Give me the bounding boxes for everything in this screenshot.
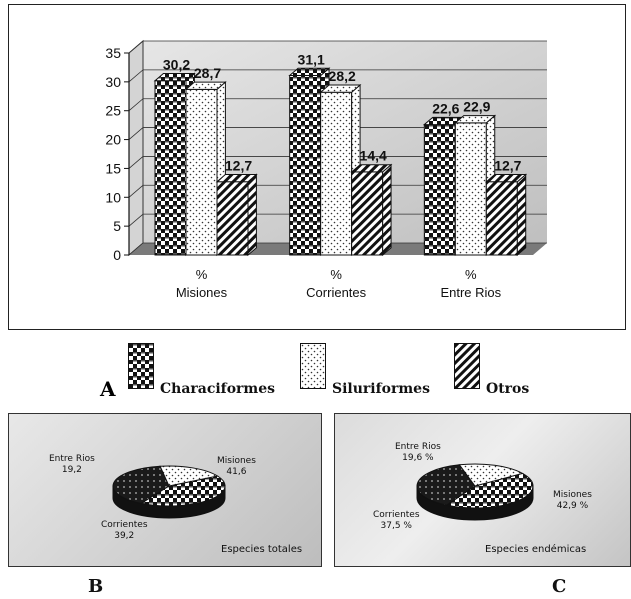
y-tick-label: 0 [113,247,121,263]
pie-slice [112,465,170,504]
bar-value-label: 22,6 [432,100,459,116]
pie-slice [139,475,226,507]
figure-tag-b: B [88,576,104,597]
bar-front [351,171,384,256]
pie-slice [159,465,219,487]
gridline [128,242,547,256]
bar-front [423,124,456,256]
pie-title-endemicas: Especies endémicas [485,544,587,555]
y-tick-label: 20 [105,132,121,148]
bar-top [484,174,528,183]
x-tick-label: Entre Rios [440,285,501,300]
pie-title-totales: Especies totales [221,544,303,555]
bar-front [320,91,353,256]
bar-value-label: 12,7 [225,158,252,174]
legend-label-characiformes: Characiformes [160,381,276,397]
y-tick-label: 15 [105,160,121,176]
bar-front [216,181,249,256]
pie-chart-endemicas [416,463,534,521]
pie-label-entre-rios: Entre Rios 19,6 % [395,442,441,463]
pie-label-corrientes: Corrientes 39,2 [101,520,148,541]
bar-value-label: 31,1 [298,51,325,67]
bar-front [185,88,218,256]
bar-value-label: 28,7 [194,65,221,81]
pie-slice [458,463,524,487]
y-tick-label: 30 [105,74,121,90]
bar-front [289,75,322,256]
bar-side [382,163,392,257]
gridline [128,213,547,227]
x-tick-label: % [330,267,342,282]
gridline [128,40,547,54]
side-wall [128,39,144,257]
pie-chart-totales [112,465,226,519]
bar-value-label: 12,7 [494,158,521,174]
bar-top [288,67,331,77]
bar-chart: 0510152025303530,228,712,7%Misiones31,12… [105,39,547,300]
legend-label-siluriformes: Siluriformes [332,381,430,397]
pie-panel-endemicas: Entre Rios 19,6 % Misiones 42,9 % Corrient… [334,413,631,567]
legend-label-otros: Otros [486,381,530,397]
y-tick-label: 35 [105,45,121,61]
legend-swatch-siluriformes [300,343,326,389]
pie-label-corrientes: Corrientes 37,5 % [373,510,420,531]
bar-side [516,173,527,257]
pie-label-misiones: Misiones 41,6 [217,456,256,477]
bar-value-label: 14,4 [360,148,387,164]
bar-front [485,181,518,256]
gridline [128,98,547,112]
figure-tag-c: C [552,576,567,597]
bar-top [215,174,258,183]
x-tick-label: Corrientes [306,285,366,300]
bar-front [154,80,187,256]
bar-value-label: 28,2 [329,68,356,84]
gridline [128,156,547,169]
pie-slice [416,464,476,506]
bar-front [454,122,487,256]
bar-chart-frame: 0 5 10 15 20 25 30 35 30,2 28,7 12,7% Misiones 31,1 2… [8,4,626,330]
bar-top [319,84,362,93]
gridline [128,127,547,140]
chart-legend: A Characiformes Siluriformes Otros [100,343,540,405]
bar-value-label: 30,2 [163,57,190,73]
x-tick-label: % [465,267,477,282]
gridline [128,69,547,83]
x-tick-label: % [196,267,208,282]
gridline [128,184,547,198]
bar-top [153,73,196,82]
bar-top [350,164,393,173]
figure-tag-a: A [100,377,116,401]
bar-value-label: 22,9 [463,99,490,115]
pie-label-misiones: Misiones 42,9 % [553,490,592,511]
legend-swatch-characiformes [128,343,154,389]
pie-panel-totales: Entre Rios 19,2 Misiones 41,6 Corrientes 39… [8,413,322,567]
bar-top [453,115,497,124]
legend-swatch-otros [454,343,480,389]
bar-top [184,81,227,90]
pie-label-entre-rios: Entre Rios 19,2 [49,454,95,475]
y-tick-label: 5 [113,218,121,234]
bar-side [247,173,257,257]
x-tick-label: Misiones [176,285,228,300]
y-tick-label: 10 [105,189,121,205]
pie-slice [445,472,534,509]
y-tick-label: 25 [105,103,121,119]
